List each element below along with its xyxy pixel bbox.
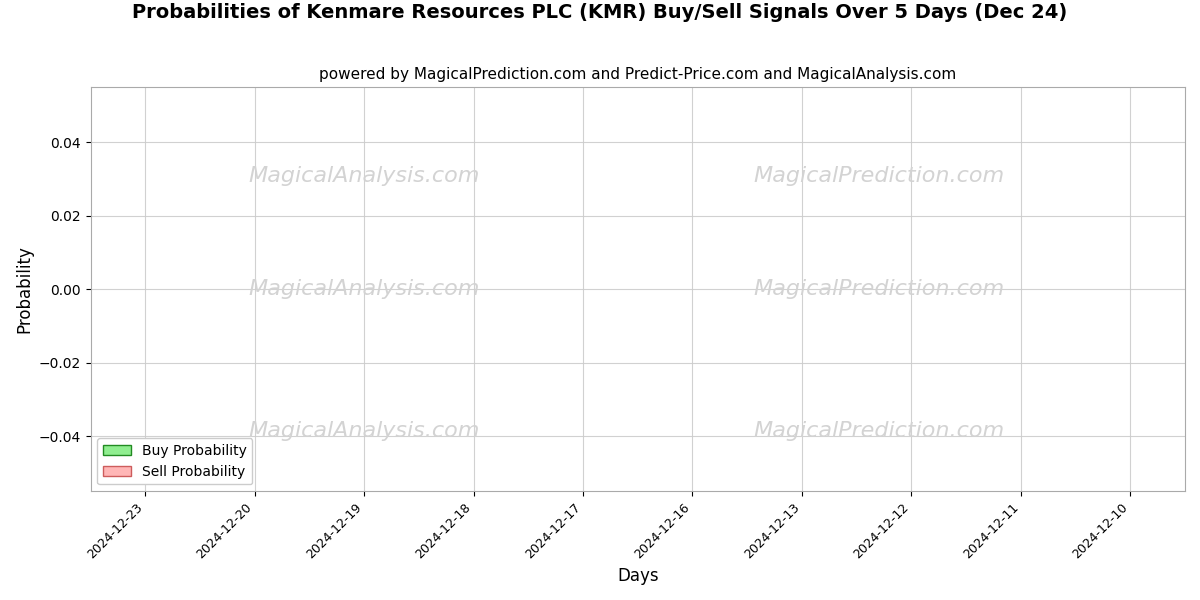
Text: MagicalAnalysis.com: MagicalAnalysis.com [248, 166, 480, 186]
Text: MagicalPrediction.com: MagicalPrediction.com [752, 166, 1004, 186]
X-axis label: Days: Days [617, 567, 659, 585]
Y-axis label: Probability: Probability [14, 245, 32, 334]
Title: powered by MagicalPrediction.com and Predict-Price.com and MagicalAnalysis.com: powered by MagicalPrediction.com and Pre… [319, 67, 956, 82]
Text: MagicalPrediction.com: MagicalPrediction.com [752, 421, 1004, 441]
Legend: Buy Probability, Sell Probability: Buy Probability, Sell Probability [97, 439, 252, 484]
Text: Probabilities of Kenmare Resources PLC (KMR) Buy/Sell Signals Over 5 Days (Dec 2: Probabilities of Kenmare Resources PLC (… [132, 3, 1068, 22]
Text: MagicalPrediction.com: MagicalPrediction.com [752, 280, 1004, 299]
Text: MagicalAnalysis.com: MagicalAnalysis.com [248, 280, 480, 299]
Text: MagicalAnalysis.com: MagicalAnalysis.com [248, 421, 480, 441]
